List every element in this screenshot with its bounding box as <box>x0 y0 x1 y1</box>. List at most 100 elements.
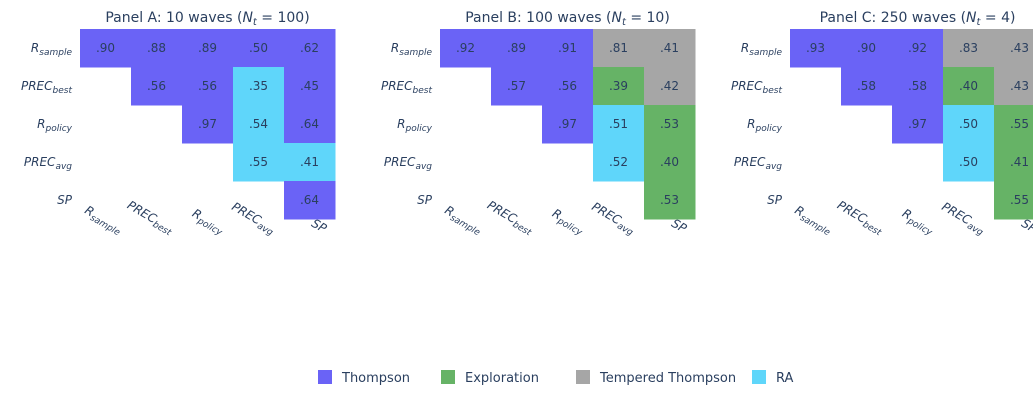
panel-title-math: N <box>242 10 253 26</box>
heatmap-cell <box>284 181 336 220</box>
cell-value-label: .81 <box>609 41 628 55</box>
legend-swatch <box>318 370 332 384</box>
y-tick-label: Rsample <box>391 41 433 58</box>
heatmap-cell <box>841 29 893 68</box>
heatmap-cell <box>491 29 543 68</box>
cell-value-label: .43 <box>1010 79 1029 93</box>
panel-title: Panel A: 10 waves (Nt = 100) <box>105 10 309 28</box>
cell-value-label: .40 <box>959 79 978 93</box>
heatmap-cell <box>943 105 995 144</box>
y-tick-label: SP <box>57 193 73 207</box>
y-tick-label: PRECavg <box>24 155 72 172</box>
heatmap-cell <box>994 105 1033 144</box>
cell-value-label: .43 <box>1010 41 1029 55</box>
cell-value-label: .50 <box>959 155 978 169</box>
heatmap-cell <box>593 67 645 106</box>
y-tick-label: SP <box>767 193 783 207</box>
y-tick-label: Rpolicy <box>747 117 783 134</box>
panel-1: Panel A: 10 waves (Nt = 100) .90 .88 .89 .50… <box>21 10 336 239</box>
heatmap-cell <box>644 29 696 68</box>
heatmap-cell <box>182 67 234 106</box>
heatmap-cell <box>943 67 995 106</box>
heatmap-cell <box>892 105 944 144</box>
panel-title-text: Panel C: 250 waves ( <box>820 10 966 26</box>
cell-value-label: .55 <box>1010 117 1029 131</box>
heatmap-cell <box>284 67 336 106</box>
heatmap-cell <box>233 143 285 182</box>
panel-title-sub: t <box>977 17 982 28</box>
cell-value-label: .92 <box>908 41 927 55</box>
y-tick-label: Rsample <box>31 41 73 58</box>
legend-swatch <box>441 370 455 384</box>
heatmap-cell <box>943 29 995 68</box>
heatmap-cell <box>542 67 594 106</box>
legend-label: Thompson <box>341 371 410 386</box>
panel-3: Panel C: 250 waves (Nt = 4) .93 .90 .92 .83.… <box>731 10 1033 239</box>
cell-value-label: .55 <box>249 155 268 169</box>
cell-value-label: .83 <box>959 41 978 55</box>
heatmap-cell <box>593 105 645 144</box>
cell-value-label: .39 <box>609 79 628 93</box>
heatmap-cell <box>440 29 492 68</box>
cell-value-label: .91 <box>558 41 577 55</box>
cell-value-label: .51 <box>609 117 628 131</box>
heatmap-cell <box>943 143 995 182</box>
cell-value-label: .40 <box>660 155 679 169</box>
heatmap-cell <box>233 67 285 106</box>
panel-title-text: Panel B: 100 waves ( <box>465 10 611 26</box>
panel-title-tail: = 100) <box>257 10 310 26</box>
legend-label: Tempered Thompson <box>599 371 736 386</box>
y-tick-label: PRECavg <box>384 155 432 172</box>
heatmap-cell <box>131 67 183 106</box>
heatmap-cell <box>644 181 696 220</box>
legend-item: Exploration <box>441 370 539 386</box>
cell-value-label: .62 <box>300 41 319 55</box>
heatmap-cell <box>892 29 944 68</box>
heatmap-cell <box>542 105 594 144</box>
y-tick-label: Rsample <box>741 41 783 58</box>
cell-value-label: .56 <box>147 79 166 93</box>
heatmap-cell <box>542 29 594 68</box>
heatmap-cell <box>593 143 645 182</box>
legend-label: Exploration <box>465 371 539 386</box>
cell-value-label: .54 <box>249 117 268 131</box>
cell-value-label: .56 <box>558 79 577 93</box>
cell-value-label: .58 <box>857 79 876 93</box>
legend-label: RA <box>776 371 794 386</box>
cell-value-label: .45 <box>300 79 319 93</box>
heatmap-cell <box>182 29 234 68</box>
cell-value-label: .64 <box>300 193 319 207</box>
heatmap-cell <box>994 29 1033 68</box>
heatmap-cell <box>994 143 1033 182</box>
legend-item: Thompson <box>318 370 410 386</box>
heatmap-cell <box>131 29 183 68</box>
x-tick-label: SP <box>309 216 330 236</box>
panel-title-tail: = 10) <box>626 10 670 26</box>
panel-title-sub: t <box>622 17 627 28</box>
cell-value-label: .56 <box>198 79 217 93</box>
x-tick-label: SP <box>669 216 690 236</box>
y-tick-label: PRECbest <box>731 79 782 96</box>
panel-title-sub: t <box>253 17 258 28</box>
y-tick-label: PRECavg <box>734 155 782 172</box>
cell-value-label: .93 <box>806 41 825 55</box>
panel-title-tail: = 4) <box>980 10 1015 26</box>
heatmap-cell <box>644 67 696 106</box>
heatmap-cell <box>644 143 696 182</box>
cell-value-label: .50 <box>249 41 268 55</box>
legend-swatch <box>576 370 590 384</box>
legend-item: Tempered Thompson <box>576 370 736 386</box>
cell-value-label: .41 <box>1010 155 1029 169</box>
panel-title: Panel B: 100 waves (Nt = 10) <box>465 10 670 28</box>
heatmap-cell <box>994 181 1033 220</box>
cell-value-label: .53 <box>660 117 679 131</box>
cell-value-label: .53 <box>660 193 679 207</box>
y-tick-label: PRECbest <box>21 79 72 96</box>
heatmap-cell <box>491 67 543 106</box>
cell-value-label: .89 <box>507 41 526 55</box>
heatmap-cell <box>284 105 336 144</box>
y-tick-label: Rpolicy <box>37 117 73 134</box>
panel-title: Panel C: 250 waves (Nt = 4) <box>820 10 1016 28</box>
cell-value-label: .55 <box>1010 193 1029 207</box>
